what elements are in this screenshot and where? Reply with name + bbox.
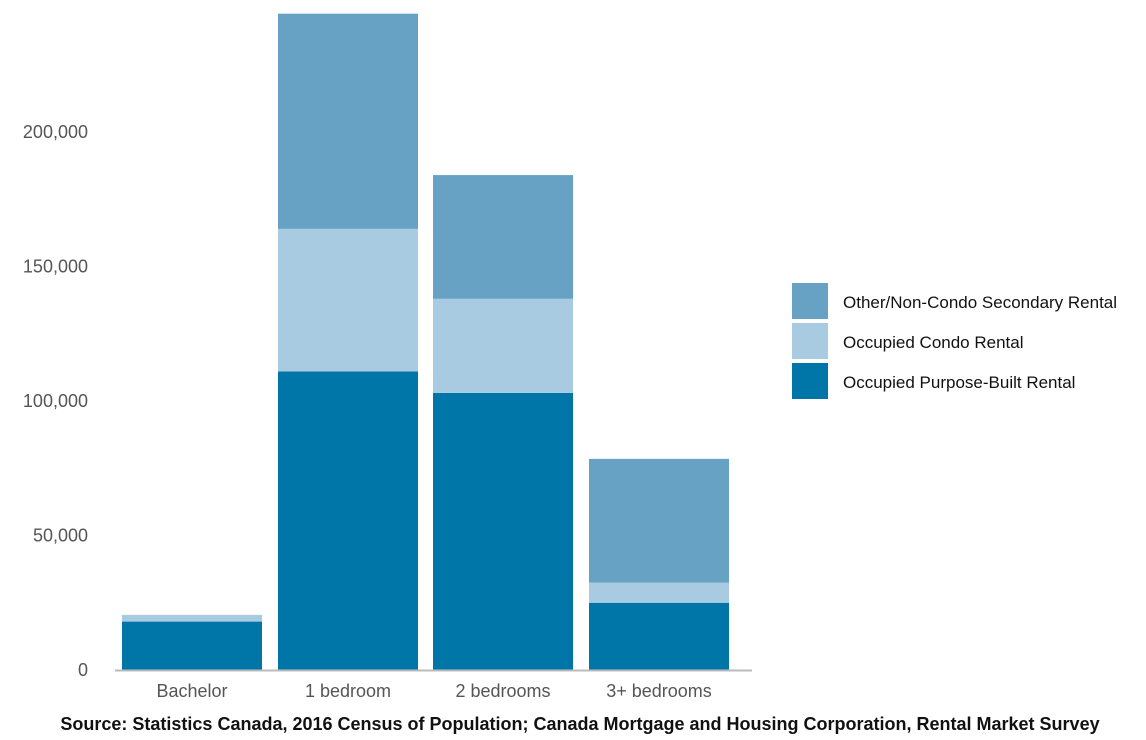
x-category-label: Bachelor bbox=[156, 681, 227, 701]
bar-segment-1-bedroom-occupied-condo-rental bbox=[278, 228, 418, 372]
y-tick-label: 150,000 bbox=[23, 257, 88, 277]
bar-segment-2-bedrooms-occupied-purpose-built-rental bbox=[433, 392, 573, 670]
legend-swatch-occupied-purpose-built-rental bbox=[792, 363, 828, 399]
legend: Other/Non-Condo Secondary Rental Occupied… bbox=[792, 283, 1117, 399]
x-category-label: 1 bedroom bbox=[305, 681, 391, 701]
y-tick-label: 100,000 bbox=[23, 391, 88, 411]
bar-segment-3-bedrooms-occupied-purpose-built-rental bbox=[589, 602, 729, 670]
bar-segment-bachelor-occupied-purpose-built-rental bbox=[122, 621, 262, 670]
bar-segment-3-bedrooms-other-non-condo-secondary-rental bbox=[589, 458, 729, 583]
bar-segment-bachelor-occupied-condo-rental bbox=[122, 614, 262, 622]
bar-segment-2-bedrooms-other-non-condo-secondary-rental bbox=[433, 175, 573, 299]
bar-segment-1-bedroom-other-non-condo-secondary-rental bbox=[278, 13, 418, 229]
y-tick-label: 200,000 bbox=[23, 122, 88, 142]
legend-label-occupied-condo-rental: Occupied Condo Rental bbox=[843, 333, 1024, 352]
bar-segment-1-bedroom-occupied-purpose-built-rental bbox=[278, 371, 418, 670]
axes-layer: 0 50,000 100,000 150,000 200,000 Bachelor 1 be… bbox=[23, 122, 752, 701]
bars-layer bbox=[122, 13, 729, 670]
bar-segment-2-bedrooms-occupied-condo-rental bbox=[433, 298, 573, 393]
legend-label-other-non-condo-secondary-rental: Other/Non-Condo Secondary Rental bbox=[843, 293, 1117, 312]
bar-segment-3-bedrooms-occupied-condo-rental bbox=[589, 582, 729, 603]
y-tick-label: 0 bbox=[78, 660, 88, 680]
legend-swatch-other-non-condo-secondary-rental bbox=[792, 283, 828, 319]
x-category-label: 2 bedrooms bbox=[455, 681, 550, 701]
source-note: Source: Statistics Canada, 2016 Census o… bbox=[60, 714, 1099, 734]
x-category-label: 3+ bedrooms bbox=[606, 681, 712, 701]
y-tick-label: 50,000 bbox=[33, 526, 88, 546]
legend-swatch-occupied-condo-rental bbox=[792, 323, 828, 359]
legend-label-occupied-purpose-built-rental: Occupied Purpose-Built Rental bbox=[843, 373, 1075, 392]
